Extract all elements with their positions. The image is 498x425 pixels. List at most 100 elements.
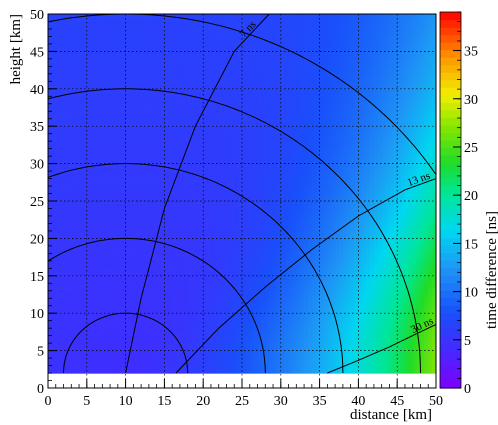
heatmap-cell: [172, 58, 177, 64]
heatmap-cell: [238, 260, 243, 266]
heatmap-cell: [71, 178, 76, 183]
heatmap-cell: [148, 223, 154, 228]
heatmap-cell: [160, 343, 165, 348]
heatmap-cell: [137, 122, 142, 127]
heatmap-cell: [79, 227, 84, 232]
heatmap-cell: [121, 189, 127, 195]
heatmap-cell: [90, 148, 96, 153]
heatmap-cell: [48, 272, 53, 277]
heatmap-cell: [218, 346, 224, 352]
heatmap-cell: [156, 287, 162, 292]
heatmap-cell: [230, 238, 235, 243]
heatmap-cell: [172, 309, 177, 314]
heatmap-cell: [137, 88, 142, 94]
heatmap-cell: [63, 159, 68, 165]
heatmap-cell: [245, 208, 251, 213]
heatmap-cell: [226, 163, 231, 168]
heatmap-cell: [156, 350, 162, 355]
heatmap-cell: [67, 298, 72, 303]
heatmap-cell: [113, 242, 119, 247]
heatmap-cell: [125, 62, 131, 67]
heatmap-cell: [222, 107, 228, 112]
heatmap-cell: [176, 215, 181, 221]
heatmap-cell: [106, 268, 111, 273]
heatmap-cell: [55, 32, 61, 38]
heatmap-cell: [137, 354, 142, 359]
heatmap-cell: [199, 141, 204, 146]
heatmap-cell: [148, 21, 154, 26]
heatmap-cell: [110, 133, 115, 139]
heatmap-cell: [160, 96, 165, 101]
heatmap-cell: [67, 331, 72, 337]
heatmap-cell: [86, 257, 92, 262]
heatmap-cell: [222, 204, 228, 210]
heatmap-cell: [141, 283, 146, 288]
heatmap-cell: [59, 223, 65, 228]
heatmap-cell: [245, 335, 251, 340]
heatmap-cell: [207, 361, 212, 367]
heatmap-cell: [110, 283, 115, 288]
heatmap-cell: [183, 230, 189, 236]
heatmap-cell: [187, 275, 193, 281]
heatmap-cell: [55, 163, 61, 168]
heatmap-cell: [195, 163, 200, 168]
heatmap-cell: [82, 249, 88, 254]
heatmap-cell: [129, 358, 134, 363]
heatmap-cell: [222, 152, 228, 157]
heatmap-cell: [160, 298, 165, 303]
heatmap-cell: [187, 354, 193, 359]
heatmap-cell: [160, 301, 165, 307]
heatmap-cell: [176, 227, 181, 232]
heatmap-cell: [218, 114, 224, 120]
heatmap-cell: [238, 51, 243, 56]
heatmap-cell: [179, 28, 185, 34]
heatmap-cell: [218, 227, 224, 232]
heatmap-cell: [71, 219, 76, 225]
heatmap-cell: [59, 189, 65, 195]
heatmap-cell: [63, 103, 68, 109]
heatmap-cell: [55, 21, 61, 26]
heatmap-cell: [199, 309, 204, 314]
heatmap-cell: [238, 55, 243, 60]
heatmap-cell: [207, 163, 212, 168]
heatmap-cell: [113, 156, 119, 161]
heatmap-cell: [90, 141, 96, 146]
heatmap-cell: [86, 174, 92, 180]
heatmap-cell: [187, 193, 193, 198]
heatmap-cell: [102, 230, 107, 236]
heatmap-cell: [238, 174, 243, 180]
heatmap-cell: [195, 133, 200, 139]
heatmap-cell: [67, 283, 72, 288]
heatmap-cell: [218, 358, 224, 363]
heatmap-cell: [160, 40, 165, 45]
heatmap-cell: [137, 242, 142, 247]
heatmap-cell: [203, 88, 208, 94]
heatmap-cell: [86, 122, 92, 127]
heatmap-cell: [137, 103, 142, 109]
heatmap-cell: [82, 25, 88, 30]
heatmap-cell: [160, 81, 165, 86]
heatmap-cell: [187, 227, 193, 232]
heatmap-cell: [59, 62, 65, 67]
heatmap-cell: [164, 186, 169, 191]
heatmap-cell: [222, 290, 228, 296]
heatmap-cell: [110, 51, 115, 56]
heatmap-cell: [79, 66, 84, 71]
heatmap-cell: [187, 55, 193, 60]
heatmap-cell: [137, 133, 142, 139]
heatmap-cell: [86, 253, 92, 258]
heatmap-cell: [113, 215, 119, 221]
heatmap-cell: [199, 298, 204, 303]
heatmap-cell: [137, 178, 142, 183]
heatmap-cell: [222, 298, 228, 303]
heatmap-cell: [98, 100, 103, 105]
heatmap-cell: [242, 114, 247, 120]
heatmap-cell: [82, 58, 88, 64]
heatmap-cell: [79, 189, 84, 195]
heatmap-cell: [245, 129, 251, 135]
heatmap-cell: [125, 328, 131, 333]
heatmap-cell: [110, 14, 115, 19]
heatmap-cell: [179, 219, 185, 225]
heatmap-cell: [187, 316, 193, 322]
heatmap-cell: [75, 62, 80, 67]
